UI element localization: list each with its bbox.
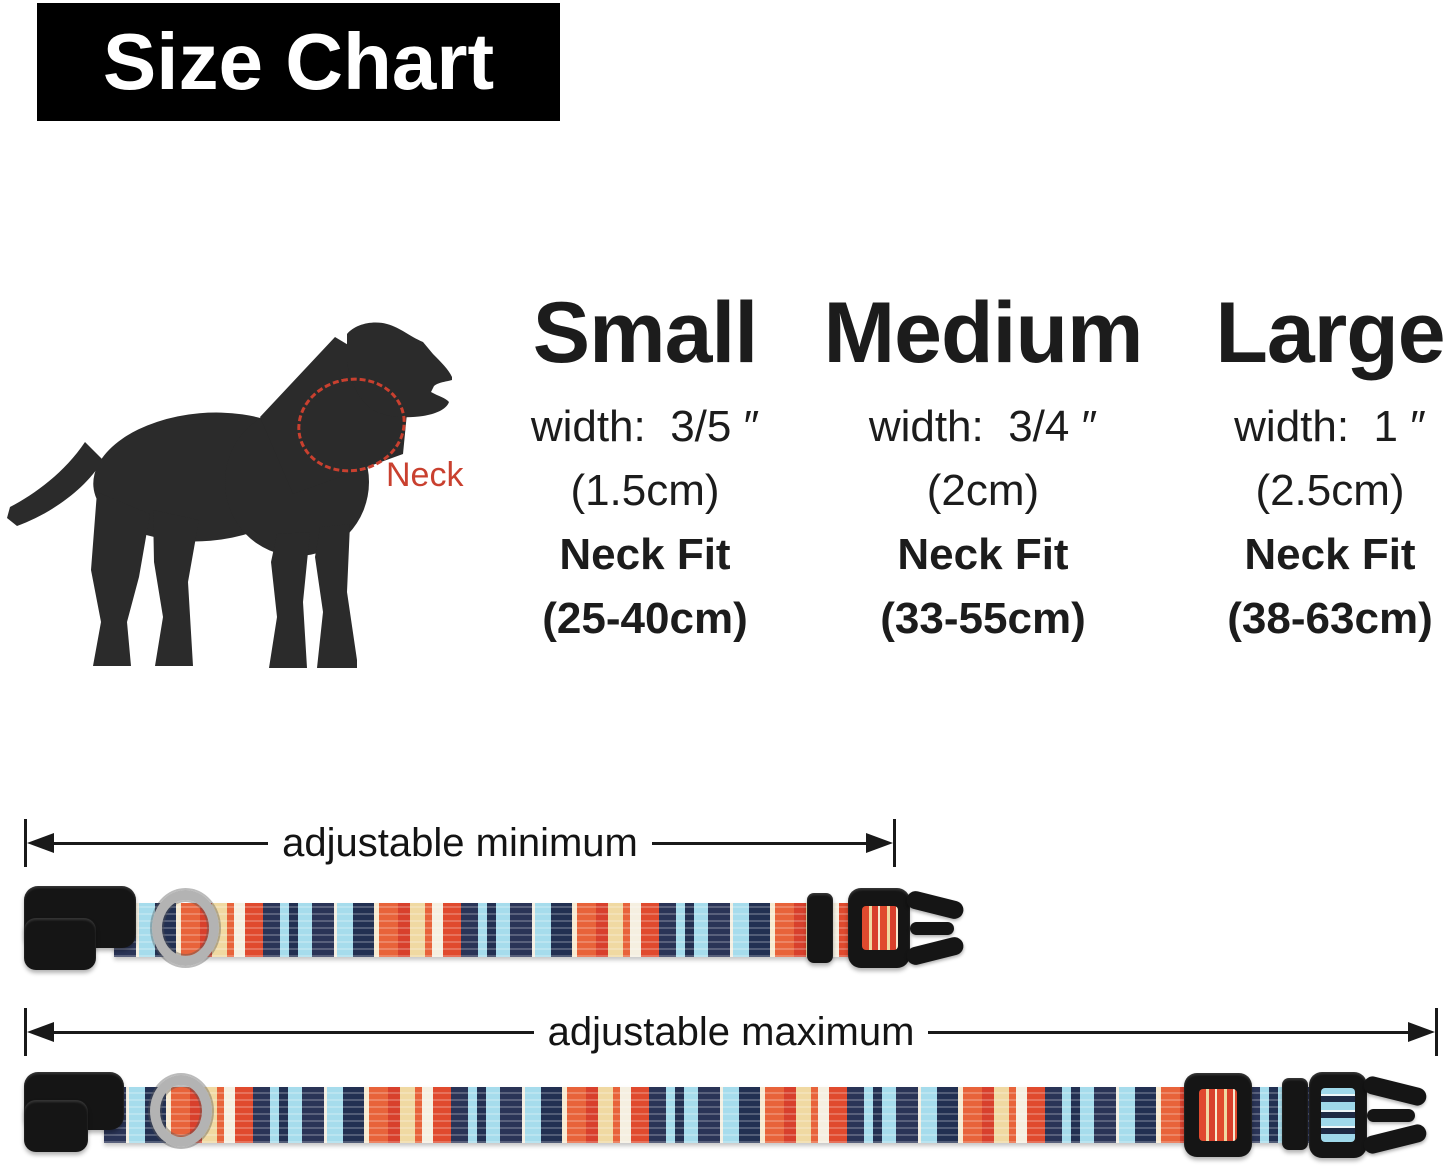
title-bar: Size Chart: [37, 3, 560, 121]
size-width: width: 3/5 ″: [530, 402, 760, 451]
size-width-cm: (2.5cm): [1255, 466, 1405, 515]
dog-silhouette: [7, 322, 452, 668]
size-name: Large: [1215, 285, 1445, 381]
size-neck-fit-label: Neck Fit: [559, 530, 731, 579]
arrow-end-tick: [24, 1008, 27, 1056]
side-release-buckle-female-tab: [24, 1100, 88, 1152]
page-title: Size Chart: [102, 17, 495, 106]
d-ring: [150, 1075, 212, 1147]
size-column-large: Large width: 1 ″ (2.5cm) Neck Fit (38-63…: [1165, 285, 1449, 651]
size-neck-fit-range: (25-40cm): [542, 594, 748, 643]
arrow-end-tick: [1435, 1008, 1439, 1056]
buckle-webbing-slot: [1321, 1088, 1355, 1142]
measure-label: adjustable minimum: [282, 820, 638, 865]
webbing-strap: [104, 1087, 1312, 1143]
size-name: Small: [532, 285, 758, 381]
size-neck-fit-label: Neck Fit: [1244, 530, 1416, 579]
tri-glide-slider: [1184, 1073, 1252, 1157]
tri-glide-slider: [848, 888, 910, 968]
size-neck-fit-range: (33-55cm): [880, 594, 1086, 643]
size-width: width: 1 ″: [1234, 402, 1426, 451]
strap-keeper: [1282, 1078, 1308, 1150]
arrowhead-left-icon: [27, 1022, 54, 1042]
arrowhead-right-icon: [1408, 1022, 1436, 1042]
neck-label: Neck: [386, 456, 464, 494]
size-width: width: 3/4 ″: [868, 402, 1098, 451]
size-column-medium: Medium width: 3/4 ″ (2cm) Neck Fit (33-5…: [818, 285, 1148, 651]
buckle-prong: [1361, 1122, 1429, 1156]
collar-photo-maximum: [24, 1072, 1449, 1160]
size-width-cm: (2cm): [926, 466, 1040, 515]
arrow-line: [52, 841, 269, 845]
webbing-strap: [114, 903, 854, 957]
buckle-prong: [1367, 1109, 1415, 1122]
arrow-end-tick: [893, 819, 897, 867]
d-ring: [152, 890, 219, 966]
size-width-cm: (1.5cm): [570, 466, 720, 515]
size-name: Medium: [823, 285, 1144, 381]
arrow-end-tick: [24, 819, 27, 867]
buckle-prong: [1361, 1074, 1429, 1108]
strap-keeper: [807, 893, 833, 963]
size-neck-fit-label: Neck Fit: [897, 530, 1069, 579]
buckle-prong: [904, 889, 966, 921]
arrow-line: [928, 1030, 1411, 1034]
slider-webbing-slot: [1199, 1089, 1237, 1141]
arrow-line: [52, 1030, 534, 1034]
measure-arrow-maximum: adjustable maximum: [24, 1004, 1439, 1060]
slider-webbing-slot: [862, 906, 898, 950]
measure-label: adjustable maximum: [547, 1009, 915, 1054]
arrow-line: [651, 841, 869, 845]
collar-photo-minimum: [24, 884, 966, 972]
arrowhead-right-icon: [866, 833, 894, 853]
size-neck-fit-range: (38-63cm): [1227, 594, 1433, 643]
arrowhead-left-icon: [27, 833, 54, 853]
buckle-prong: [910, 922, 954, 935]
measure-arrow-minimum: adjustable minimum: [24, 815, 897, 871]
side-release-buckle-female-tab: [24, 918, 96, 970]
size-column-small: Small width: 3/5 ″ (1.5cm) Neck Fit (25-…: [480, 285, 810, 651]
buckle-prong: [904, 935, 966, 967]
side-release-buckle-male: [1309, 1072, 1367, 1158]
